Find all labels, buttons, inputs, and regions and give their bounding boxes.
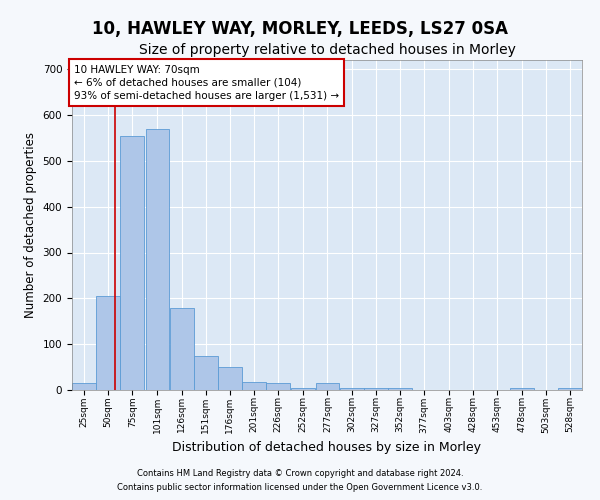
Bar	[340, 388, 364, 390]
Bar	[364, 388, 388, 390]
Bar	[146, 128, 169, 390]
Text: Contains HM Land Registry data © Crown copyright and database right 2024.: Contains HM Land Registry data © Crown c…	[137, 468, 463, 477]
Bar	[170, 308, 194, 390]
Bar	[121, 136, 144, 390]
Title: Size of property relative to detached houses in Morley: Size of property relative to detached ho…	[139, 44, 515, 58]
X-axis label: Distribution of detached houses by size in Morley: Distribution of detached houses by size …	[173, 441, 482, 454]
Bar	[316, 383, 340, 390]
Text: Contains public sector information licensed under the Open Government Licence v3: Contains public sector information licen…	[118, 484, 482, 492]
Bar	[266, 383, 290, 390]
Bar	[242, 382, 266, 390]
Bar	[72, 383, 96, 390]
Y-axis label: Number of detached properties: Number of detached properties	[24, 132, 37, 318]
Bar	[96, 296, 120, 390]
Bar	[194, 356, 218, 390]
Bar	[292, 388, 315, 390]
Bar	[388, 388, 412, 390]
Text: 10 HAWLEY WAY: 70sqm
← 6% of detached houses are smaller (104)
93% of semi-detac: 10 HAWLEY WAY: 70sqm ← 6% of detached ho…	[74, 64, 339, 101]
Bar	[558, 388, 582, 390]
Bar	[510, 388, 533, 390]
Bar	[218, 367, 242, 390]
Text: 10, HAWLEY WAY, MORLEY, LEEDS, LS27 0SA: 10, HAWLEY WAY, MORLEY, LEEDS, LS27 0SA	[92, 20, 508, 38]
